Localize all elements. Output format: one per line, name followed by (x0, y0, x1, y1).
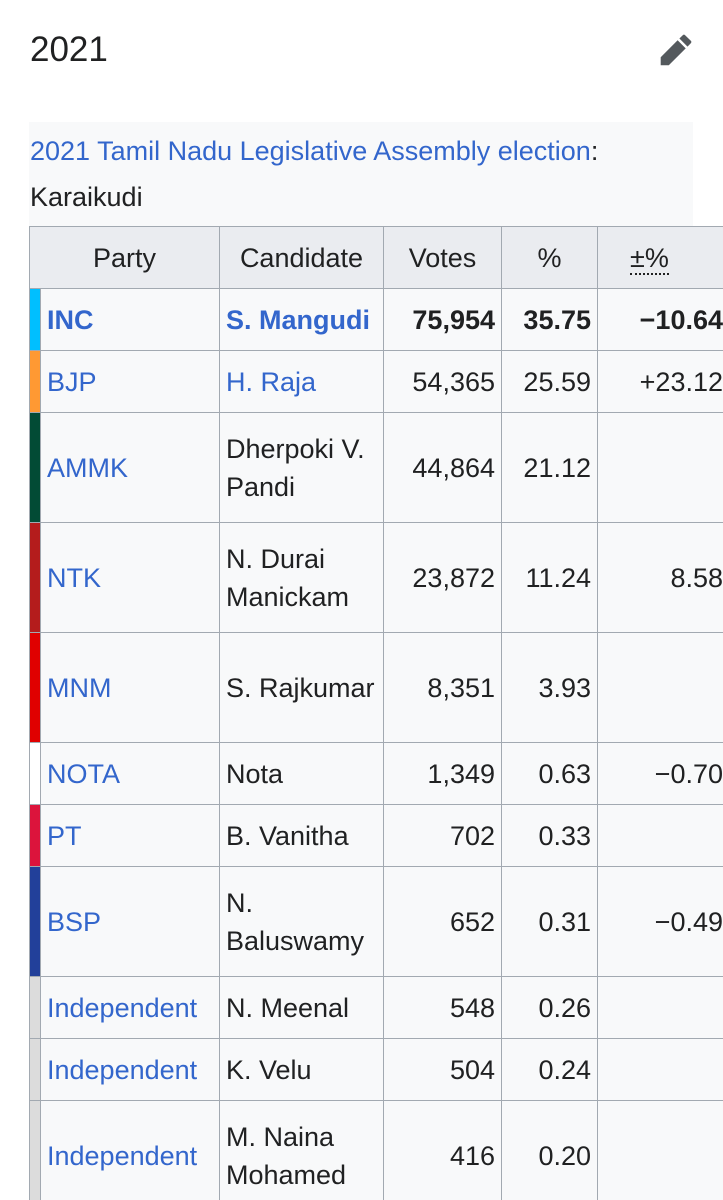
candidate-link[interactable]: S. Mangudi (219, 288, 384, 351)
table-row: AMMK Dherpoki V. Pandi 44,864 21.12 (29, 412, 723, 523)
candidate-name: N. Baluswamy (219, 866, 384, 977)
candidate-name: Nota (219, 742, 384, 805)
party-link[interactable]: NOTA (40, 742, 220, 805)
change-cell: 8.58 (597, 522, 723, 633)
votes-cell: 75,954 (383, 288, 502, 351)
change-cell: −0.70 (597, 742, 723, 805)
votes-cell: 548 (383, 976, 502, 1039)
table-row: Independent M. Naina Mohamed 416 0.20 (29, 1100, 723, 1200)
constituency-name: Karaikudi (30, 182, 143, 212)
change-cell (597, 412, 723, 523)
candidate-name: S. Rajkumar (219, 632, 384, 743)
party-color-swatch (29, 976, 41, 1039)
table-row: INC S. Mangudi 75,954 35.75 −10.64 (29, 288, 723, 351)
pencil-icon (660, 34, 692, 66)
header-percent: % (501, 226, 598, 289)
table-row: MNM S. Rajkumar 8,351 3.93 (29, 632, 723, 743)
candidate-name: B. Vanitha (219, 804, 384, 867)
change-cell: −0.49 (597, 866, 723, 977)
party-color-swatch (29, 632, 41, 743)
percent-cell: 25.59 (501, 350, 598, 413)
votes-cell: 23,872 (383, 522, 502, 633)
change-cell (597, 632, 723, 743)
votes-cell: 44,864 (383, 412, 502, 523)
header-votes: Votes (383, 226, 502, 289)
party-link[interactable]: Independent (40, 1100, 220, 1200)
votes-cell: 54,365 (383, 350, 502, 413)
percent-cell: 35.75 (501, 288, 598, 351)
party-color-swatch (29, 1100, 41, 1200)
party-link[interactable]: AMMK (40, 412, 220, 523)
candidate-name: N. Durai Manickam (219, 522, 384, 633)
table-body: INC S. Mangudi 75,954 35.75 −10.64 BJP H. Raja… (29, 288, 723, 1200)
table-caption: 2021 Tamil Nadu Legislative Assembly ele… (29, 122, 693, 226)
change-cell (597, 1100, 723, 1200)
change-cell (597, 976, 723, 1039)
results-table: Party Candidate Votes % ±% INC S. Mangudi… (29, 226, 723, 1200)
change-cell: +23.12 (597, 350, 723, 413)
votes-cell: 702 (383, 804, 502, 867)
candidate-name: M. Naina Mohamed (219, 1100, 384, 1200)
percent-cell: 0.31 (501, 866, 598, 977)
candidate-name: Dherpoki V. Pandi (219, 412, 384, 523)
party-link[interactable]: Independent (40, 976, 220, 1039)
votes-cell: 1,349 (383, 742, 502, 805)
party-color-swatch (29, 866, 41, 977)
party-color-swatch (29, 350, 41, 413)
votes-cell: 416 (383, 1100, 502, 1200)
change-cell: −10.64 (597, 288, 723, 351)
table-row: PT B. Vanitha 702 0.33 (29, 804, 723, 867)
table-row: BJP H. Raja 54,365 25.59 +23.12 (29, 350, 723, 413)
table-row: Independent N. Meenal 548 0.26 (29, 976, 723, 1039)
percent-cell: 0.20 (501, 1100, 598, 1200)
party-color-swatch (29, 412, 41, 523)
candidate-link[interactable]: H. Raja (219, 350, 384, 413)
results-table-container: 2021 Tamil Nadu Legislative Assembly ele… (29, 122, 723, 1200)
candidate-name: K. Velu (219, 1038, 384, 1101)
party-link[interactable]: PT (40, 804, 220, 867)
section-heading: 2021 (30, 30, 108, 69)
percent-cell: 11.24 (501, 522, 598, 633)
change-cell (597, 1038, 723, 1101)
change-cell (597, 804, 723, 867)
party-link[interactable]: NTK (40, 522, 220, 633)
caption-colon: : (590, 136, 599, 166)
party-color-swatch (29, 1038, 41, 1101)
election-link[interactable]: 2021 Tamil Nadu Legislative Assembly ele… (30, 136, 591, 166)
party-color-swatch (29, 742, 41, 805)
header-party: Party (29, 226, 220, 289)
table-row: NTK N. Durai Manickam 23,872 11.24 8.58 (29, 522, 723, 633)
percent-cell: 0.63 (501, 742, 598, 805)
votes-cell: 652 (383, 866, 502, 977)
header-candidate: Candidate (219, 226, 384, 289)
percent-cell: 0.24 (501, 1038, 598, 1101)
votes-cell: 8,351 (383, 632, 502, 743)
percent-cell: 0.33 (501, 804, 598, 867)
table-row: NOTA Nota 1,349 0.63 −0.70 (29, 742, 723, 805)
candidate-name: N. Meenal (219, 976, 384, 1039)
change-abbr[interactable]: ±% (630, 242, 669, 275)
party-link[interactable]: INC (40, 288, 220, 351)
party-color-swatch (29, 804, 41, 867)
edit-section-button[interactable] (654, 28, 698, 72)
party-link[interactable]: MNM (40, 632, 220, 743)
table-row: BSP N. Baluswamy 652 0.31 −0.49 (29, 866, 723, 977)
party-link[interactable]: BSP (40, 866, 220, 977)
percent-cell: 3.93 (501, 632, 598, 743)
party-color-swatch (29, 288, 41, 351)
header-change: ±% (597, 226, 723, 289)
party-link[interactable]: BJP (40, 350, 220, 413)
party-color-swatch (29, 522, 41, 633)
votes-cell: 504 (383, 1038, 502, 1101)
percent-cell: 0.26 (501, 976, 598, 1039)
party-link[interactable]: Independent (40, 1038, 220, 1101)
percent-cell: 21.12 (501, 412, 598, 523)
table-header-row: Party Candidate Votes % ±% (29, 226, 723, 289)
table-row: Independent K. Velu 504 0.24 (29, 1038, 723, 1101)
